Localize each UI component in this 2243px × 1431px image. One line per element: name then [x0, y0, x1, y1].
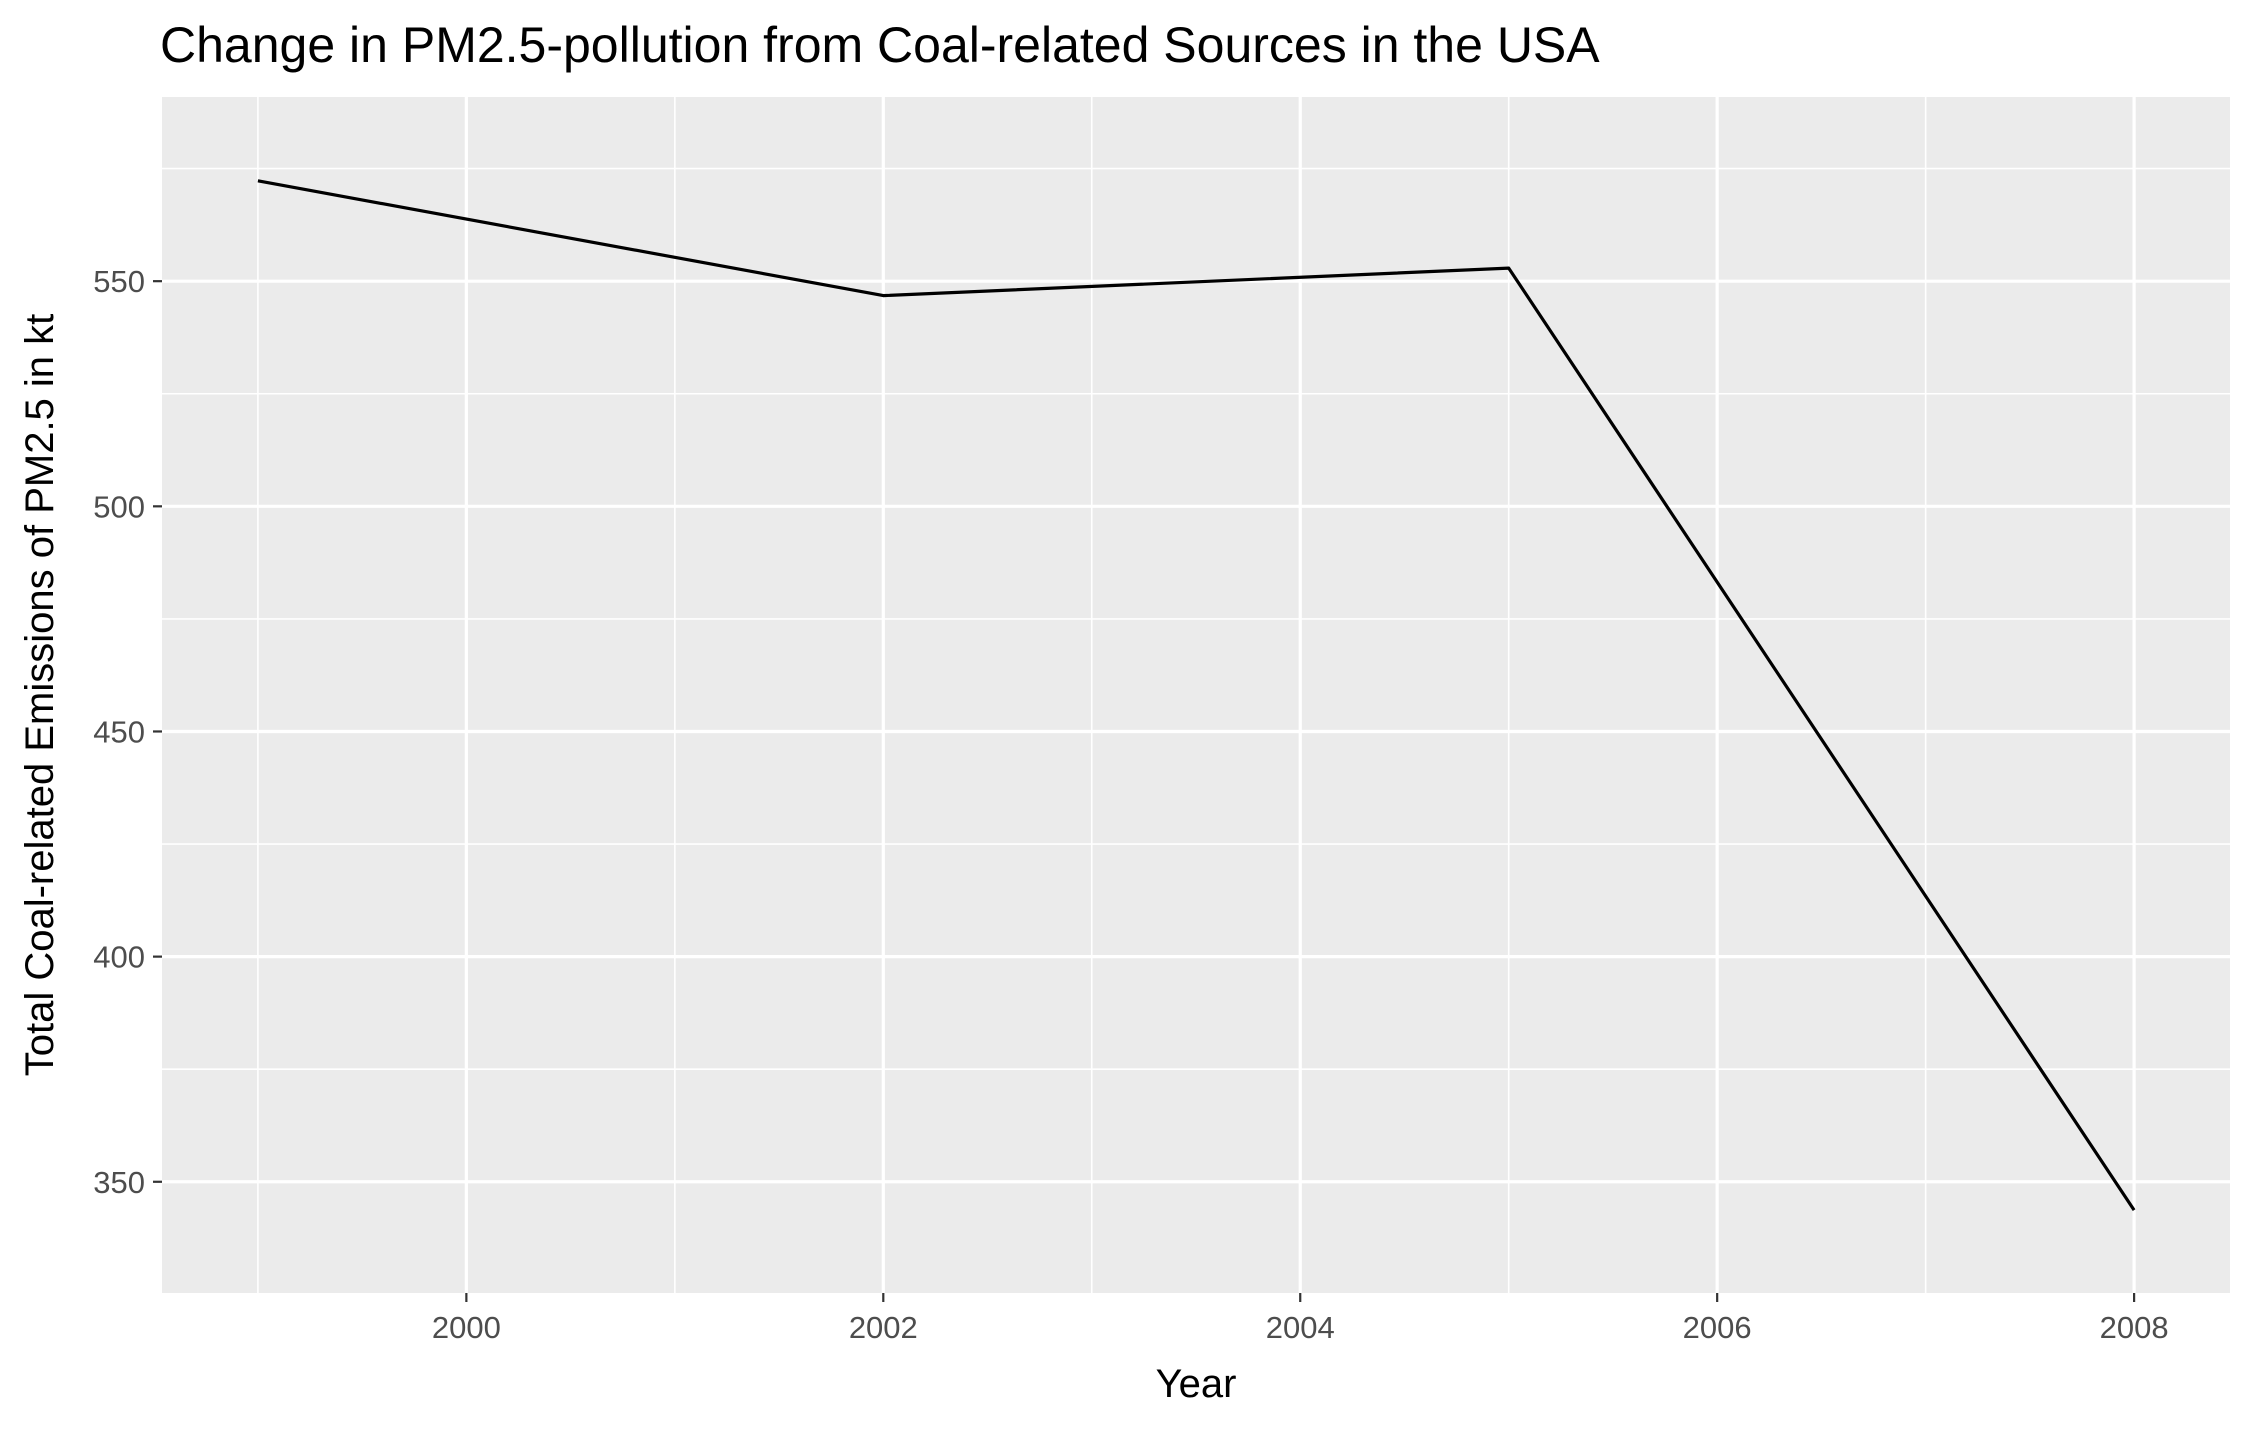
x-tick-label: 2008	[2100, 1310, 2169, 1345]
y-axis: 350 400 450 500 550	[93, 264, 162, 1200]
plot-panel	[162, 97, 2230, 1293]
y-tick-label: 400	[93, 940, 145, 975]
chart-title: Change in PM2.5-pollution from Coal-rela…	[160, 17, 1600, 73]
x-tick-label: 2004	[1266, 1310, 1335, 1345]
series-line	[257, 179, 2136, 1211]
y-tick-label: 550	[93, 264, 145, 299]
series-layer	[257, 179, 2136, 1211]
x-tick-label: 2002	[849, 1310, 918, 1345]
x-tick-label: 2000	[432, 1310, 501, 1345]
x-axis: 2000 2002 2004 2006 2008	[432, 1293, 2169, 1345]
y-tick-label: 350	[93, 1165, 145, 1200]
x-tick-label: 2006	[1683, 1310, 1752, 1345]
minor-gridlines	[162, 97, 2230, 1293]
x-axis-title: Year	[1156, 1362, 1237, 1406]
y-tick-label: 500	[93, 489, 145, 524]
y-tick-label: 450	[93, 714, 145, 749]
y-axis-title: Total Coal-related Emissions of PM2.5 in…	[18, 314, 62, 1077]
